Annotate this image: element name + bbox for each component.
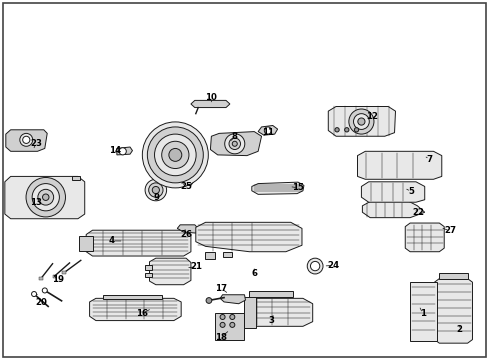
Text: 3: 3 — [268, 316, 274, 325]
Circle shape — [229, 315, 234, 319]
Circle shape — [26, 177, 65, 217]
Polygon shape — [433, 279, 471, 343]
Text: 4: 4 — [109, 237, 115, 246]
Text: 16: 16 — [136, 309, 148, 318]
Bar — [215, 313, 244, 339]
Polygon shape — [53, 275, 56, 278]
Polygon shape — [149, 258, 190, 285]
Polygon shape — [362, 202, 424, 218]
Circle shape — [42, 194, 49, 201]
Polygon shape — [103, 295, 162, 299]
Circle shape — [357, 118, 364, 125]
Circle shape — [232, 141, 237, 146]
Text: 22: 22 — [411, 208, 424, 217]
Circle shape — [306, 258, 323, 274]
Polygon shape — [62, 271, 66, 274]
Text: 27: 27 — [443, 226, 455, 235]
Polygon shape — [144, 273, 152, 277]
Polygon shape — [251, 182, 304, 194]
Circle shape — [354, 128, 358, 132]
Polygon shape — [357, 151, 441, 179]
Polygon shape — [244, 297, 256, 328]
Polygon shape — [210, 132, 261, 156]
Circle shape — [147, 127, 203, 183]
Circle shape — [228, 138, 240, 149]
Text: 15: 15 — [291, 183, 304, 192]
Text: 20: 20 — [35, 298, 47, 307]
Circle shape — [32, 292, 37, 297]
Polygon shape — [144, 265, 152, 270]
Polygon shape — [79, 235, 93, 251]
Polygon shape — [195, 222, 302, 252]
Circle shape — [145, 179, 166, 201]
Text: 25: 25 — [180, 182, 192, 191]
Text: 5: 5 — [407, 187, 413, 196]
Circle shape — [32, 184, 59, 211]
Polygon shape — [71, 176, 80, 180]
Polygon shape — [258, 126, 277, 135]
Circle shape — [220, 322, 224, 327]
Polygon shape — [190, 100, 229, 108]
Polygon shape — [249, 291, 293, 297]
Circle shape — [22, 136, 30, 143]
Circle shape — [224, 134, 244, 154]
Circle shape — [334, 128, 339, 132]
Circle shape — [229, 322, 234, 327]
Circle shape — [20, 134, 33, 146]
Text: 10: 10 — [205, 93, 217, 102]
Circle shape — [148, 183, 163, 197]
Polygon shape — [220, 295, 245, 304]
Polygon shape — [5, 176, 84, 219]
Text: 11: 11 — [262, 128, 273, 137]
Polygon shape — [117, 147, 132, 155]
Circle shape — [220, 315, 224, 319]
Circle shape — [162, 141, 188, 168]
Circle shape — [168, 148, 182, 161]
Text: 26: 26 — [180, 230, 192, 239]
Polygon shape — [177, 225, 198, 233]
Polygon shape — [409, 282, 436, 341]
Polygon shape — [405, 223, 443, 252]
Text: 8: 8 — [231, 132, 237, 141]
Polygon shape — [327, 107, 395, 136]
Polygon shape — [167, 176, 194, 186]
Circle shape — [264, 127, 271, 134]
Circle shape — [142, 122, 208, 188]
Circle shape — [310, 261, 319, 271]
Circle shape — [348, 109, 373, 134]
Circle shape — [344, 128, 348, 132]
Polygon shape — [361, 182, 424, 202]
Polygon shape — [89, 298, 181, 320]
Text: 2: 2 — [456, 325, 462, 334]
Circle shape — [205, 298, 211, 303]
Text: 13: 13 — [30, 198, 42, 207]
Circle shape — [152, 186, 159, 194]
Circle shape — [38, 189, 54, 205]
Polygon shape — [438, 273, 467, 279]
Text: 6: 6 — [251, 269, 257, 278]
Circle shape — [119, 148, 126, 155]
Text: 21: 21 — [190, 262, 203, 271]
Polygon shape — [245, 298, 312, 326]
Polygon shape — [39, 277, 43, 280]
Circle shape — [353, 114, 368, 130]
Text: 1: 1 — [419, 309, 425, 318]
Text: 19: 19 — [52, 275, 64, 284]
Text: 9: 9 — [154, 193, 160, 202]
Text: 18: 18 — [215, 333, 226, 342]
Polygon shape — [86, 230, 190, 256]
Circle shape — [42, 288, 47, 293]
Text: 17: 17 — [215, 284, 227, 293]
Text: 14: 14 — [109, 146, 121, 155]
Polygon shape — [222, 252, 232, 257]
Text: 7: 7 — [426, 155, 432, 164]
Text: 12: 12 — [366, 112, 377, 121]
Circle shape — [154, 134, 196, 176]
Polygon shape — [204, 252, 215, 259]
Polygon shape — [6, 130, 47, 151]
Text: 24: 24 — [326, 261, 339, 270]
Text: 23: 23 — [30, 139, 42, 148]
